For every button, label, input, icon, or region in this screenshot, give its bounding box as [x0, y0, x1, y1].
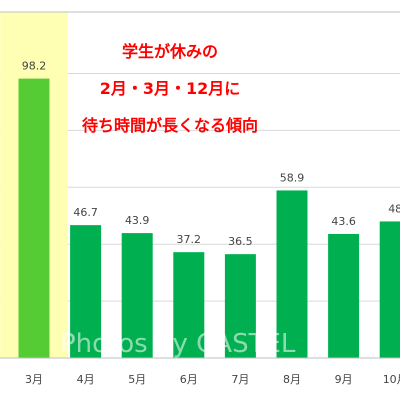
bar — [379, 221, 400, 358]
x-tick-label: 8月 — [283, 373, 301, 386]
x-tick-labels: 3月 4月 5月 6月 7月 8月 9月 10月 — [25, 373, 400, 386]
bar — [224, 254, 256, 358]
data-label: 98.2 — [22, 60, 47, 73]
annotation-line-3: 待ち時間が長くなる傾向 — [82, 116, 258, 135]
data-labels: 98.2 46.7 43.9 37.2 36.5 58.9 43.6 48 — [22, 60, 400, 249]
x-tick-label: 3月 — [25, 373, 43, 386]
x-tick-label: 6月 — [180, 373, 198, 386]
annotation-line-1: 学生が休みの — [122, 42, 218, 61]
x-tick-label: 5月 — [128, 373, 146, 386]
bar — [70, 225, 102, 358]
x-tick-label: 10月 — [383, 373, 400, 386]
x-tick-label: 4月 — [77, 373, 95, 386]
bar — [276, 190, 308, 358]
data-label: 46.7 — [73, 206, 98, 219]
axes — [0, 11, 400, 359]
x-tick-label: 7月 — [231, 373, 249, 386]
data-label: 48 — [388, 202, 400, 215]
data-label: 36.5 — [228, 235, 253, 248]
bar — [121, 233, 153, 358]
bar — [328, 233, 360, 358]
x-tick-label: 9月 — [335, 373, 353, 386]
data-label: 58.9 — [280, 171, 305, 184]
data-label: 43.9 — [125, 214, 150, 227]
watermark: Photos by CASTEL — [60, 329, 296, 359]
bars — [18, 78, 400, 358]
data-label: 43.6 — [331, 215, 356, 228]
bar — [173, 252, 205, 358]
annotation-line-2: 2月・3月・12月に — [100, 79, 241, 98]
bar — [18, 78, 50, 358]
data-label: 37.2 — [177, 233, 202, 246]
